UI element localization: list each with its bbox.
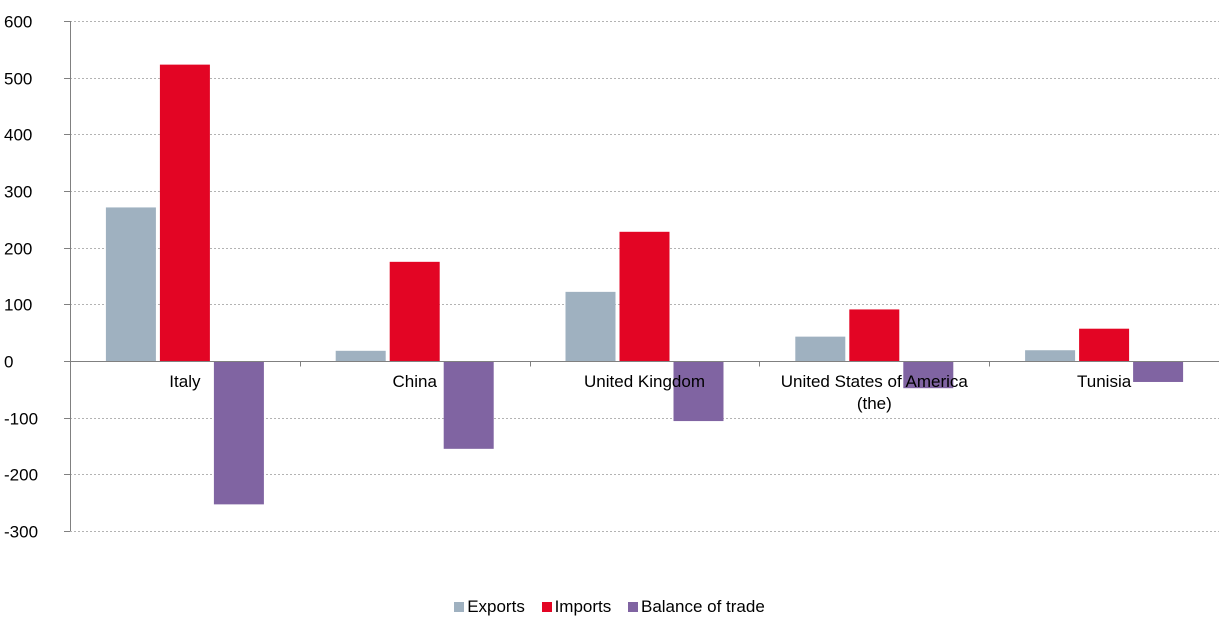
x-category-label: United States of America (the) xyxy=(781,372,969,413)
bar-imports xyxy=(849,309,900,361)
x-category-label: Italy xyxy=(169,372,201,391)
bar-imports xyxy=(1079,328,1130,361)
x-category-label: China xyxy=(392,372,437,391)
legend-swatch-imports xyxy=(541,602,552,612)
y-tick-label: 300 xyxy=(4,183,32,202)
legend-label-exports: Exports xyxy=(467,597,525,616)
x-category-label: United Kingdom xyxy=(584,372,705,391)
x-category-label-line: China xyxy=(392,372,437,391)
bars xyxy=(105,64,1184,505)
legend-item-imports: Imports xyxy=(541,597,612,617)
y-tick-label: -300 xyxy=(4,523,38,542)
y-tick-label: -100 xyxy=(4,410,38,429)
legend: Exports Imports Balance of trade xyxy=(0,597,1219,617)
x-category-label-line: (the) xyxy=(857,394,892,413)
bar-exports xyxy=(105,207,156,361)
axes xyxy=(64,21,1219,532)
bar-exports xyxy=(565,291,616,361)
bar-balance-of-trade xyxy=(903,361,954,389)
legend-item-balance-of-trade: Balance of trade xyxy=(627,597,765,617)
y-tick-label: 0 xyxy=(4,353,13,372)
x-category-label-line: Tunisia xyxy=(1077,372,1132,391)
bar-imports xyxy=(619,231,670,361)
y-tick-label: 500 xyxy=(4,70,32,89)
y-tick-label: 400 xyxy=(4,126,32,145)
y-tick-label: 100 xyxy=(4,296,32,315)
y-tick-label: 200 xyxy=(4,240,32,259)
y-tick-label: 600 xyxy=(4,13,32,32)
bar-imports xyxy=(389,261,440,361)
bar-exports xyxy=(335,350,386,361)
bar-exports xyxy=(795,336,846,361)
bar-balance-of-trade xyxy=(443,361,494,449)
y-axis-tick-labels: -300 -200 -100 0 100 200 300 400 500 600 xyxy=(4,13,38,542)
y-tick-label: -200 xyxy=(4,466,38,485)
legend-label-balance-of-trade: Balance of trade xyxy=(640,597,765,616)
legend-swatch-exports xyxy=(454,602,465,612)
x-axis-category-labels: Italy China United Kingdom United States of… xyxy=(169,372,1131,413)
bar-exports xyxy=(1025,350,1076,361)
legend-swatch-balance-of-trade xyxy=(627,602,638,612)
legend-item-exports: Exports xyxy=(454,597,525,617)
gridlines xyxy=(70,21,1219,532)
bar-balance-of-trade xyxy=(213,361,264,505)
legend-label-imports: Imports xyxy=(554,597,612,616)
bar-imports xyxy=(159,64,210,361)
x-category-label: Tunisia xyxy=(1077,372,1132,391)
x-category-label-line: United States of America xyxy=(781,372,969,391)
bar-balance-of-trade xyxy=(673,361,724,422)
x-category-label-line: Italy xyxy=(169,372,201,391)
x-category-label-line: United Kingdom xyxy=(584,372,705,391)
bar-balance-of-trade xyxy=(1133,361,1184,382)
